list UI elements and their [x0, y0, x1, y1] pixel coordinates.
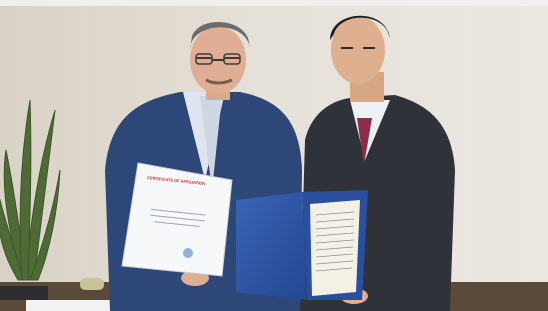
photo: CERTIFICATE OF AFFILIATION — [0, 0, 548, 311]
folder — [236, 190, 368, 300]
ceiling-edge — [0, 0, 548, 6]
papers — [26, 300, 116, 311]
certificate: CERTIFICATE OF AFFILIATION — [122, 163, 232, 276]
keyboard — [0, 286, 48, 300]
page: CERTIFICATE OF AFFILIATION (() => { cons… — [0, 0, 548, 311]
chair-arm — [80, 278, 104, 290]
